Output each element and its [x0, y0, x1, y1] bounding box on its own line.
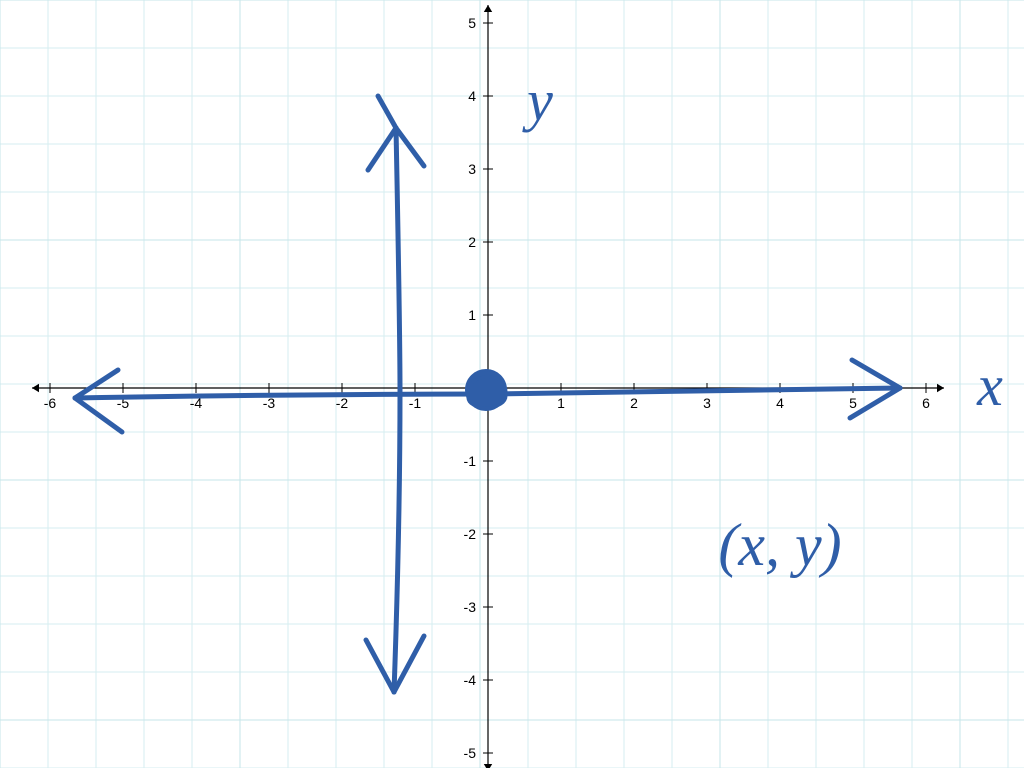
svg-text:-1: -1 [464, 453, 477, 469]
grid-background [0, 0, 1024, 768]
svg-text:-2: -2 [336, 395, 349, 411]
svg-text:-2: -2 [464, 526, 477, 542]
svg-text:y: y [522, 68, 553, 133]
svg-text:2: 2 [630, 395, 638, 411]
svg-text:3: 3 [703, 395, 711, 411]
svg-text:6: 6 [922, 395, 930, 411]
svg-text:-4: -4 [464, 672, 477, 688]
svg-text:1: 1 [557, 395, 565, 411]
svg-text:-1: -1 [409, 395, 422, 411]
svg-text:(x, y): (x, y) [718, 512, 841, 578]
svg-text:5: 5 [849, 395, 857, 411]
svg-text:-5: -5 [464, 745, 477, 761]
svg-text:2: 2 [468, 234, 476, 250]
svg-text:3: 3 [468, 161, 476, 177]
svg-text:-3: -3 [464, 599, 477, 615]
coordinate-plane-diagram: -6-5-4-3-2-1123456-5-4-3-2-112345 yx(x, … [0, 0, 1024, 768]
svg-text:5: 5 [468, 15, 476, 31]
svg-text:4: 4 [776, 395, 784, 411]
svg-text:x: x [976, 353, 1003, 418]
svg-text:1: 1 [468, 307, 476, 323]
svg-text:4: 4 [468, 88, 476, 104]
svg-text:-6: -6 [44, 395, 57, 411]
